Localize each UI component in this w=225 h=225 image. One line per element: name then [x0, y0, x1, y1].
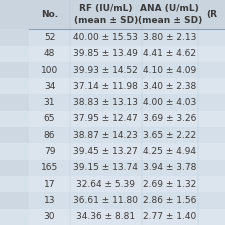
Text: 39.45 ± 13.27: 39.45 ± 13.27 — [73, 147, 138, 156]
Bar — [29, 94, 225, 111]
Bar — [29, 144, 225, 160]
Text: 13: 13 — [44, 196, 55, 205]
Text: No.: No. — [41, 10, 58, 19]
Bar — [0, 176, 29, 192]
Text: 39.15 ± 13.74: 39.15 ± 13.74 — [73, 163, 138, 172]
Text: 39.85 ± 13.49: 39.85 ± 13.49 — [73, 49, 138, 58]
Bar — [0, 192, 29, 209]
Text: 34.36 ± 8.81: 34.36 ± 8.81 — [76, 212, 135, 221]
Text: 3.94 ± 3.78: 3.94 ± 3.78 — [143, 163, 197, 172]
Bar — [0, 144, 29, 160]
Text: 48: 48 — [44, 49, 55, 58]
Bar — [0, 209, 29, 225]
Bar — [0, 111, 29, 127]
Text: 40.00 ± 15.53: 40.00 ± 15.53 — [73, 33, 138, 42]
Text: 31: 31 — [44, 98, 55, 107]
Text: 52: 52 — [44, 33, 55, 42]
Bar — [0, 62, 29, 78]
Bar — [0, 94, 29, 111]
Text: 39.93 ± 14.52: 39.93 ± 14.52 — [73, 65, 138, 74]
Text: 34: 34 — [44, 82, 55, 91]
Bar — [29, 127, 225, 144]
Text: 4.10 ± 4.09: 4.10 ± 4.09 — [143, 65, 196, 74]
Bar — [29, 111, 225, 127]
Text: 17: 17 — [44, 180, 55, 189]
Text: 2.86 ± 1.56: 2.86 ± 1.56 — [143, 196, 197, 205]
Bar — [29, 209, 225, 225]
Text: 3.80 ± 2.13: 3.80 ± 2.13 — [143, 33, 197, 42]
Bar — [29, 160, 225, 176]
Text: 30: 30 — [44, 212, 55, 221]
Text: 86: 86 — [44, 131, 55, 140]
Text: 37.14 ± 11.98: 37.14 ± 11.98 — [73, 82, 138, 91]
Text: 38.83 ± 13.13: 38.83 ± 13.13 — [73, 98, 138, 107]
Bar — [29, 45, 225, 62]
Bar — [29, 176, 225, 192]
Text: 3.40 ± 2.38: 3.40 ± 2.38 — [143, 82, 196, 91]
Text: 2.77 ± 1.40: 2.77 ± 1.40 — [143, 212, 196, 221]
Text: 32.64 ± 5.39: 32.64 ± 5.39 — [76, 180, 135, 189]
Text: 100: 100 — [41, 65, 58, 74]
Text: RF (IU/mL)
(mean ± SD): RF (IU/mL) (mean ± SD) — [74, 4, 138, 25]
Text: 4.00 ± 4.03: 4.00 ± 4.03 — [143, 98, 196, 107]
Bar — [0, 45, 29, 62]
Text: (R: (R — [206, 10, 217, 19]
Bar — [29, 62, 225, 78]
Text: 2.69 ± 1.32: 2.69 ± 1.32 — [143, 180, 196, 189]
Text: 65: 65 — [44, 115, 55, 124]
Bar — [0, 29, 29, 45]
Bar — [0, 160, 29, 176]
Text: 79: 79 — [44, 147, 55, 156]
Text: 165: 165 — [41, 163, 58, 172]
Text: 3.69 ± 3.26: 3.69 ± 3.26 — [143, 115, 197, 124]
Bar — [29, 192, 225, 209]
Text: ANA (U/mL)
(mean ± SD): ANA (U/mL) (mean ± SD) — [138, 4, 202, 25]
Bar — [29, 78, 225, 94]
Bar — [0, 127, 29, 144]
Text: 37.95 ± 12.47: 37.95 ± 12.47 — [73, 115, 138, 124]
Bar — [0, 0, 225, 29]
Bar — [0, 78, 29, 94]
Text: 3.65 ± 2.22: 3.65 ± 2.22 — [143, 131, 196, 140]
Text: 38.87 ± 14.23: 38.87 ± 14.23 — [73, 131, 138, 140]
Text: 4.25 ± 4.94: 4.25 ± 4.94 — [143, 147, 196, 156]
Bar — [29, 29, 225, 45]
Text: 4.41 ± 4.62: 4.41 ± 4.62 — [143, 49, 196, 58]
Text: 36.61 ± 11.80: 36.61 ± 11.80 — [73, 196, 138, 205]
